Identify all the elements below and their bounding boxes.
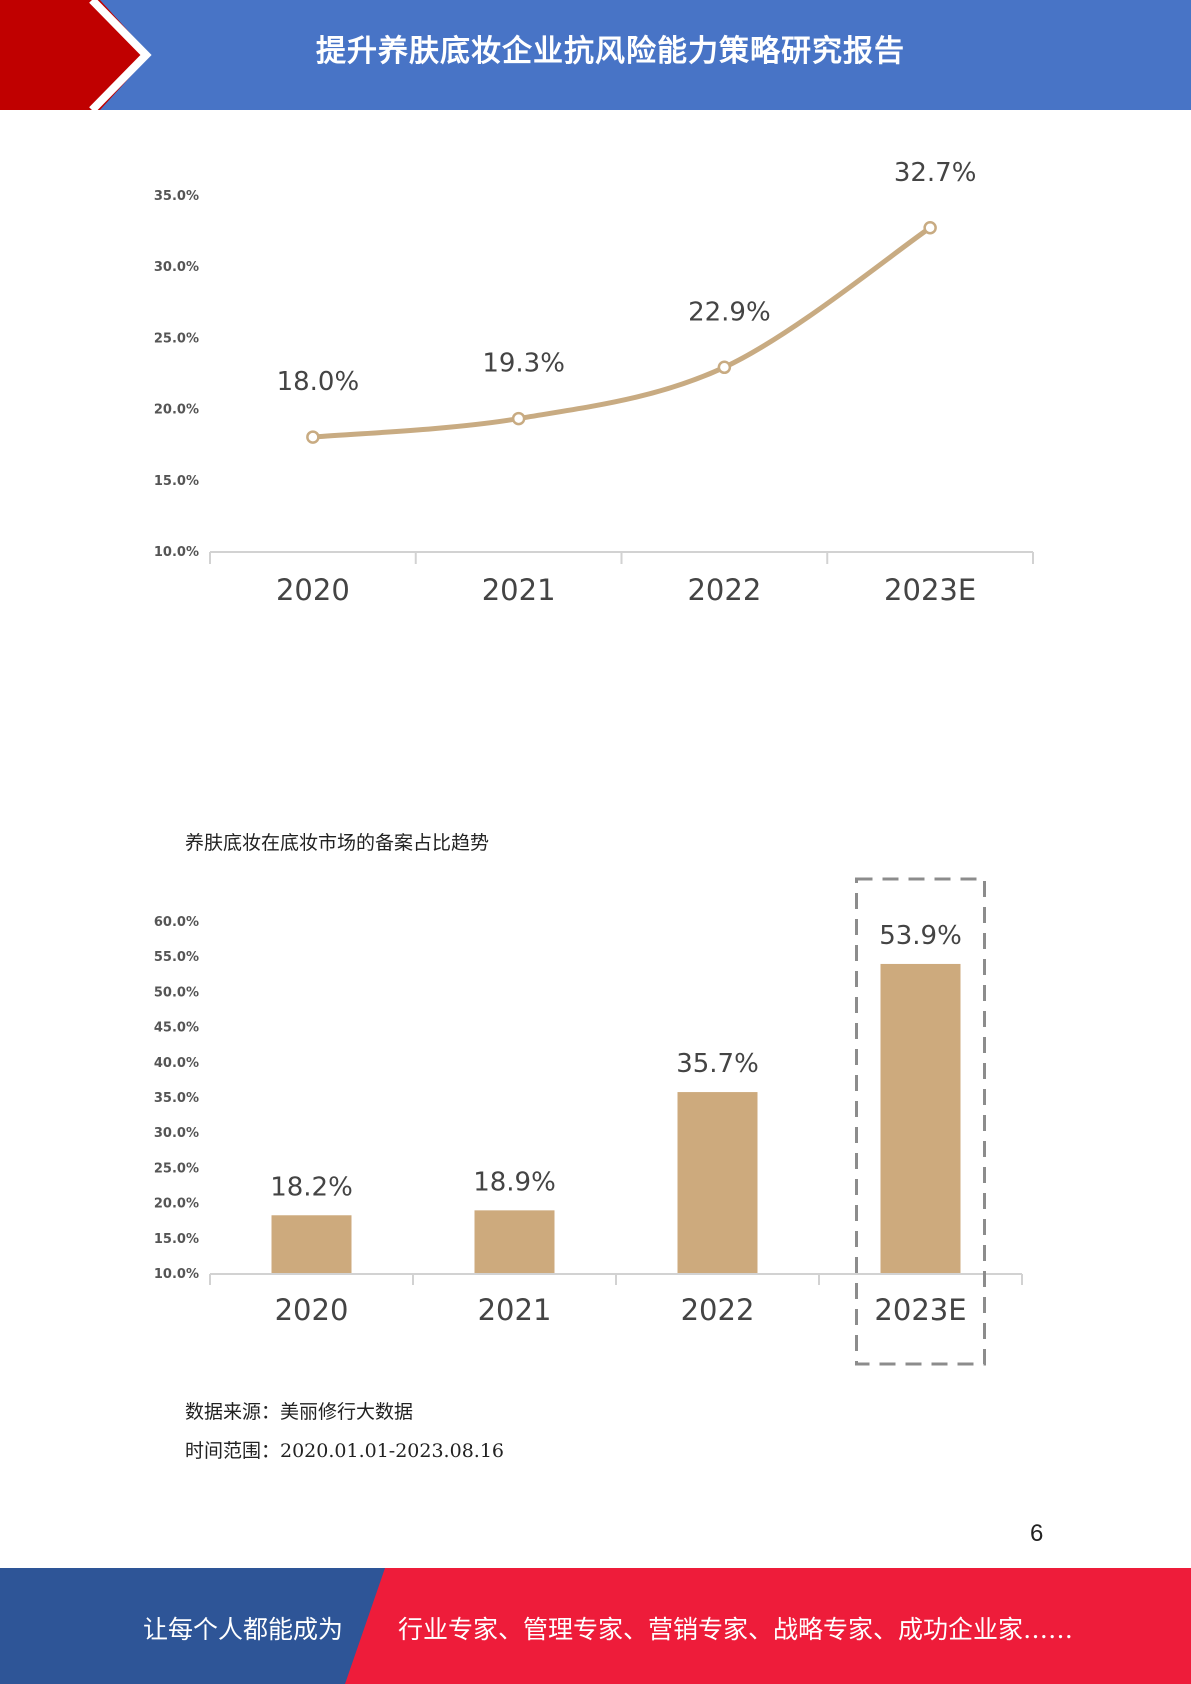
x-tick-label: 2021 xyxy=(478,1293,552,1327)
x-tick-label: 2023E xyxy=(874,1293,966,1327)
highlight-box xyxy=(855,877,986,1366)
data-label: 19.3% xyxy=(482,349,565,379)
header-arrow-decoration xyxy=(0,0,152,112)
y-tick-label: 20.0% xyxy=(154,403,199,418)
line-chart: 10.0% 15.0% 20.0% 25.0% 30.0% 35.0% 2020 2021 20… xyxy=(0,150,1191,624)
y-tick-label: 35.0% xyxy=(154,189,199,204)
y-tick-label: 50.0% xyxy=(154,985,199,1000)
series-line xyxy=(310,225,933,440)
y-tick-label: 30.0% xyxy=(154,260,199,275)
header-band xyxy=(0,0,1191,110)
y-tick-label: 10.0% xyxy=(154,545,199,560)
y-tick-label: 15.0% xyxy=(154,474,199,489)
x-tick-label: 2022 xyxy=(687,573,761,607)
x-tick-label: 2022 xyxy=(681,1293,755,1327)
x-tick-label: 2020 xyxy=(276,573,350,607)
y-tick-label: 35.0% xyxy=(154,1091,199,1106)
bar-chart-svg: 10.0% 15.0% 20.0% 25.0% 30.0% 35.0% 40.0% 45.0%… xyxy=(154,877,1023,1366)
page-number: 6 xyxy=(1030,1520,1044,1547)
bar xyxy=(474,1210,555,1273)
x-tick-label: 2020 xyxy=(275,1293,349,1327)
y-tick-label: 10.0% xyxy=(154,1267,199,1282)
x-tick-label: 2021 xyxy=(482,573,556,607)
y-tick-label: 60.0% xyxy=(154,915,199,930)
y-tick-label: 55.0% xyxy=(154,950,199,965)
y-tick-label: 20.0% xyxy=(154,1197,199,1212)
x-tick-label: 2023E xyxy=(884,573,976,607)
line-point xyxy=(717,360,732,375)
data-label: 32.7% xyxy=(894,158,977,188)
bar-chart: 10.0% 15.0% 20.0% 25.0% 30.0% 35.0% 40.0% 45.0%… xyxy=(0,870,1191,1374)
source-note: 数据来源：美丽修行大数据 xyxy=(185,1401,414,1423)
y-tick-label: 30.0% xyxy=(154,1126,199,1141)
line-point xyxy=(923,221,937,235)
footer-slogan-right: 行业专家、管理专家、营销专家、战略专家、成功企业家…… xyxy=(398,1615,1074,1644)
line-chart-svg: 10.0% 15.0% 20.0% 25.0% 30.0% 35.0% 2020 2021 20… xyxy=(154,158,1034,607)
range-note: 时间范围：2020.01.01-2023.08.16 xyxy=(185,1440,504,1462)
bar xyxy=(880,963,961,1273)
line-point xyxy=(306,430,320,444)
y-tick-label: 40.0% xyxy=(154,1056,199,1071)
data-label: 18.9% xyxy=(473,1167,556,1197)
y-tick-label: 45.0% xyxy=(154,1021,199,1036)
data-label: 18.2% xyxy=(270,1172,353,1202)
page-title: 提升养肤底妆企业抗风险能力策略研究报告 xyxy=(316,34,905,69)
y-tick-label: 25.0% xyxy=(154,331,199,346)
bar xyxy=(677,1092,758,1273)
data-label: 53.9% xyxy=(879,921,962,951)
data-label: 35.7% xyxy=(676,1049,759,1079)
data-label: 18.0% xyxy=(277,367,360,397)
y-tick-label: 25.0% xyxy=(154,1161,199,1176)
footer-band xyxy=(0,1568,1191,1684)
line-point xyxy=(511,411,526,426)
y-tick-label: 15.0% xyxy=(154,1232,199,1247)
bar xyxy=(271,1215,352,1273)
data-label: 22.9% xyxy=(688,297,771,327)
bar-chart-title: 养肤底妆在底妆市场的备案占比趋势 xyxy=(185,832,490,854)
footer-slogan-left: 让每个人都能成为 xyxy=(143,1615,344,1644)
